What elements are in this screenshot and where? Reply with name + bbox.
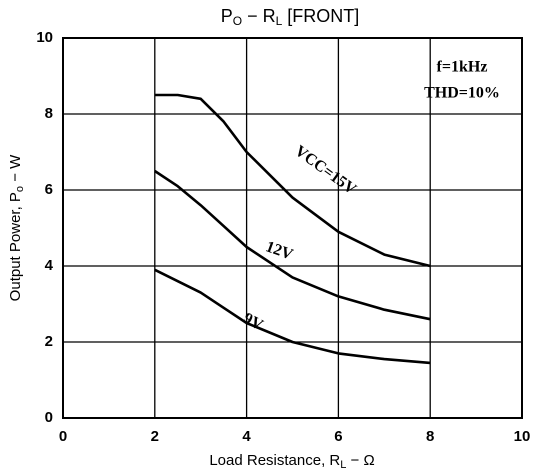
x-axis-label: Load Resistance, RL − Ω [209, 452, 374, 471]
title-part: O [233, 14, 242, 28]
label-part: − W [7, 154, 24, 186]
y-tick-label: 0 [45, 409, 53, 426]
y-axis-label: Output Power, Po − W [7, 154, 26, 301]
label-part: L [340, 459, 346, 471]
y-tick-label: 10 [36, 29, 53, 46]
plot-frame [62, 37, 523, 419]
x-tick-label: 0 [59, 428, 67, 445]
x-tick-label: 10 [514, 428, 531, 445]
label-part: Output Power, P [7, 192, 24, 301]
chart-title: PO − RL [FRONT] [221, 6, 360, 28]
x-tick-label: 8 [426, 428, 434, 445]
annotation: f=1kHz [437, 59, 488, 76]
series-line [154, 268, 431, 365]
x-tick-label: 4 [242, 428, 251, 445]
label-part: o [14, 186, 26, 192]
label-part: Load Resistance, R [209, 452, 340, 469]
y-tick-label: 4 [45, 257, 54, 274]
annotation: THD=10% [424, 85, 500, 102]
series-line [154, 93, 431, 268]
series-line [154, 169, 431, 321]
y-tick-label: 8 [45, 105, 53, 122]
title-part: P [221, 6, 233, 26]
title-part: [FRONT] [282, 6, 359, 26]
title-part: − R [242, 6, 276, 26]
y-tick-label: 6 [45, 181, 53, 198]
y-tick-label: 2 [45, 333, 53, 350]
x-tick-label: 6 [334, 428, 342, 445]
title-part: L [276, 14, 283, 28]
x-tick-label: 2 [151, 428, 159, 445]
label-part: − Ω [346, 452, 374, 469]
